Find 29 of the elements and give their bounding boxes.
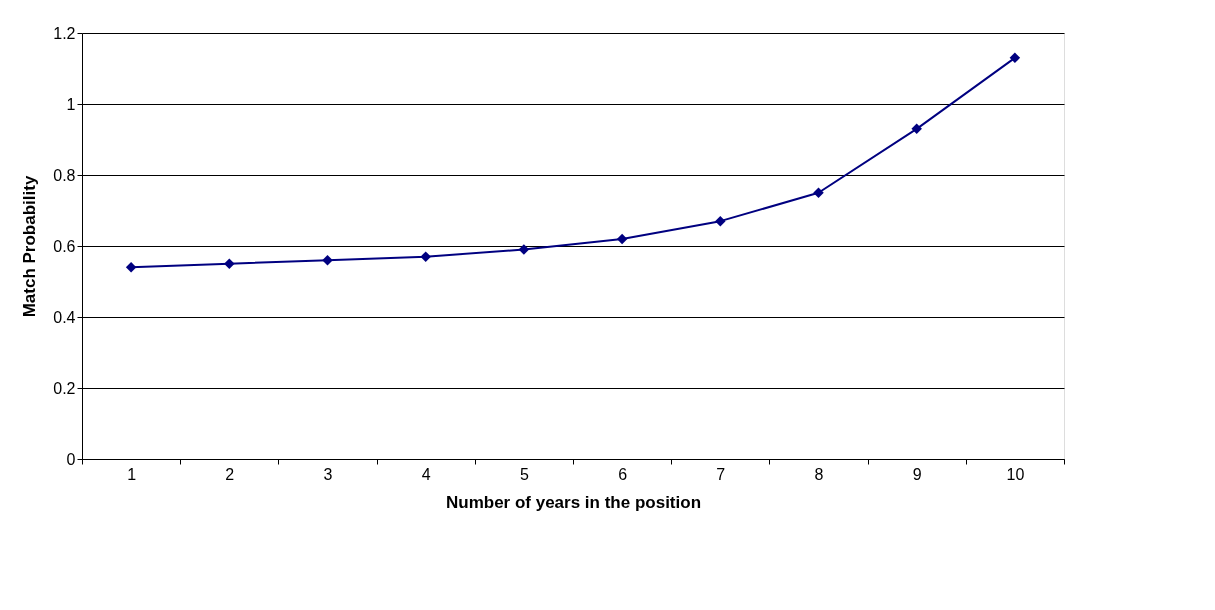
y-axis-title: Match Probability (20, 175, 40, 318)
y-tick-label: 1.2 (53, 24, 76, 42)
x-tick-label: 7 (716, 465, 726, 483)
x-tick-label: 4 (421, 465, 431, 483)
point (322, 254, 333, 266)
x-tick-label: 8 (814, 465, 824, 483)
y-tick-label: 0 (66, 450, 76, 468)
y-tick-label: 0.8 (53, 166, 76, 184)
point (518, 244, 530, 255)
point (224, 258, 235, 269)
x-tick-label: 5 (519, 465, 529, 483)
x-tick-label: 2 (225, 465, 235, 483)
point (616, 233, 628, 245)
point (911, 123, 922, 135)
point (420, 251, 431, 262)
point (715, 215, 726, 227)
y-tick-label: 0.6 (53, 237, 76, 255)
x-tick-label: 10 (1006, 465, 1025, 483)
y-tick-label: 0.2 (53, 379, 76, 397)
x-tick-label: 9 (912, 465, 922, 483)
x-tick-label: 1 (127, 465, 137, 483)
point (125, 262, 137, 273)
y-tick-label: 1 (66, 95, 76, 113)
x-tick-label: 6 (618, 465, 628, 483)
point (813, 187, 824, 198)
x-axis-title: Number of years in the position (445, 492, 702, 512)
point (1009, 52, 1021, 64)
x-tick-label: 3 (323, 465, 333, 483)
y-tick-label: 0.4 (53, 308, 76, 326)
